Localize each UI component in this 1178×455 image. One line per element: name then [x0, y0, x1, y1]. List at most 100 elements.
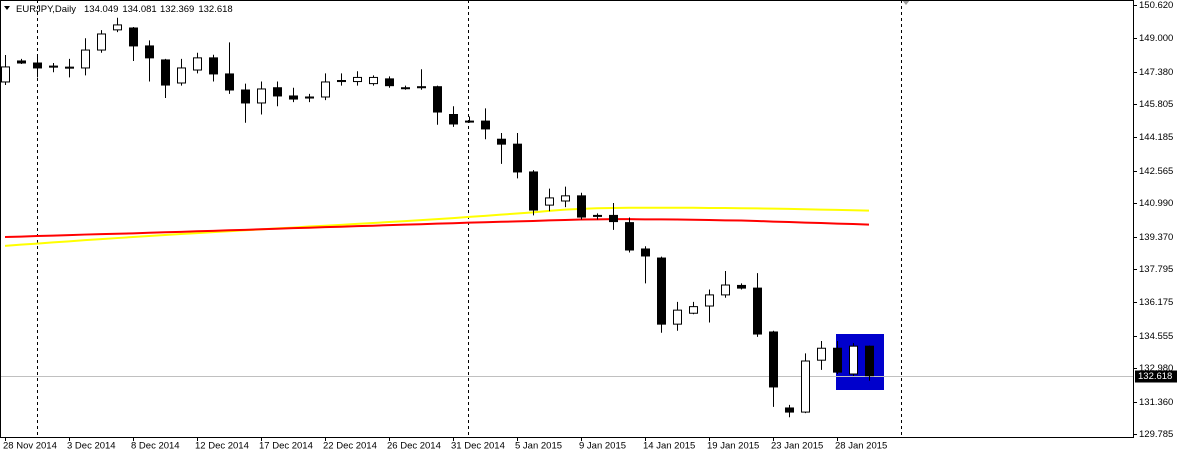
y-tick-label: 139.370 [1139, 232, 1173, 243]
candle-body-up [689, 306, 698, 314]
candle-body-up [337, 80, 346, 83]
header-icon [4, 6, 10, 10]
candle-body-down [481, 120, 490, 130]
x-tick-label: 17 Dec 2014 [259, 441, 313, 452]
chart-header: EURJPY,Daily 134.049 134.081 132.369 132.618 [16, 4, 233, 15]
y-tick-label: 140.990 [1139, 198, 1173, 209]
candle-body-up [849, 345, 858, 375]
x-tick-label: 19 Jan 2015 [707, 441, 759, 452]
candle-body-down [769, 331, 778, 388]
candle-body-up [305, 96, 314, 99]
candle-body-up [321, 81, 330, 98]
candle-body-down [497, 138, 506, 145]
candle-body-up [65, 66, 74, 69]
candle-body-up [465, 120, 474, 123]
candle-body-down [449, 114, 458, 125]
candle-body-down [289, 95, 298, 100]
x-tick-label: 14 Jan 2015 [643, 441, 695, 452]
x-tick-label: 3 Dec 2014 [67, 441, 116, 452]
y-tick-label: 136.175 [1139, 297, 1173, 308]
candle-body-down [577, 195, 586, 218]
candle-body-up [369, 76, 378, 85]
header-close: 132.618 [198, 4, 232, 15]
candle-body-up [417, 86, 426, 89]
x-tick-label: 26 Dec 2014 [387, 441, 441, 452]
candle-body-down [385, 78, 394, 87]
candle-body-up [721, 284, 730, 296]
y-tick-label: 150.620 [1139, 0, 1173, 11]
moving-average [4, 206, 870, 247]
candle-body-down [625, 222, 634, 251]
y-tick-label: 134.555 [1139, 331, 1173, 342]
candle-body-down [241, 89, 250, 104]
candle-body-up [81, 49, 90, 69]
x-tick-label: 8 Dec 2014 [131, 441, 180, 452]
candle-body-down [273, 87, 282, 97]
y-tick-label: 132.980 [1139, 363, 1173, 374]
candle-body-down [161, 59, 170, 86]
header-open: 134.049 [84, 4, 118, 15]
candle-body-up [49, 65, 58, 68]
y-tick-label: 149.000 [1139, 33, 1173, 44]
candle-body-down [737, 284, 746, 289]
candle-body-down [17, 60, 26, 64]
candle-body-up [561, 195, 570, 202]
candle-body-up [817, 347, 826, 361]
candle-body-down [433, 86, 442, 113]
y-tick-label: 131.360 [1139, 397, 1173, 408]
candle-body-down [529, 171, 538, 211]
candle-body-up [593, 214, 602, 217]
y-tick-label: 147.380 [1139, 67, 1173, 78]
plot [0, 17, 1133, 418]
candle-body-down [753, 287, 762, 335]
candle-body-up [401, 87, 410, 90]
x-tick-label: 23 Jan 2015 [771, 441, 823, 452]
candle-body-down [225, 73, 234, 91]
candle-body-down [785, 407, 794, 413]
candle-body-down [145, 45, 154, 59]
price-label: 132.618 [1138, 371, 1172, 382]
plot-frame [0, 0, 1134, 438]
y-tick-label: 129.785 [1139, 429, 1173, 440]
candle-body-up [97, 33, 106, 51]
candle-body-down [209, 57, 218, 75]
candle-body-up [353, 76, 362, 83]
y-tick-label: 145.805 [1139, 99, 1173, 110]
candle-body-down [513, 143, 522, 173]
header-low: 132.369 [160, 4, 194, 15]
header-high: 134.081 [122, 4, 156, 15]
x-tick-label: 12 Dec 2014 [195, 441, 249, 452]
candle-body-down [833, 347, 842, 373]
candle-body-down [641, 248, 650, 257]
candle-body-up [177, 67, 186, 84]
candle-body-up [1, 66, 10, 83]
candle-body-up [673, 309, 682, 325]
candle-body-down [33, 62, 42, 69]
y-tick-label: 144.185 [1139, 132, 1173, 143]
x-tick-label: 9 Jan 2015 [579, 441, 626, 452]
candle-body-down [657, 257, 666, 325]
candle-body-up [257, 88, 266, 104]
x-tick-label: 28 Jan 2015 [835, 441, 887, 452]
candle-body-down [609, 214, 618, 223]
x-tick-label: 5 Jan 2015 [515, 441, 562, 452]
x-tick-label: 28 Nov 2014 [3, 441, 57, 452]
candle-body-down [865, 345, 874, 377]
y-tick-label: 142.565 [1139, 166, 1173, 177]
y-tick-label: 137.795 [1139, 264, 1173, 275]
symbol: EURJPY,Daily [16, 4, 76, 15]
candle-body-down [129, 27, 138, 47]
candle-body-up [801, 360, 810, 413]
candle-body-up [193, 57, 202, 71]
x-tick-label: 22 Dec 2014 [323, 441, 377, 452]
moving-average [4, 218, 870, 239]
candle-body-up [705, 294, 714, 307]
candle-body-up [545, 197, 554, 206]
x-tick-label: 31 Dec 2014 [451, 441, 505, 452]
price-label-bg [1135, 370, 1177, 383]
chart-shift-marker [902, 0, 910, 5]
candle-body-up [113, 24, 122, 31]
